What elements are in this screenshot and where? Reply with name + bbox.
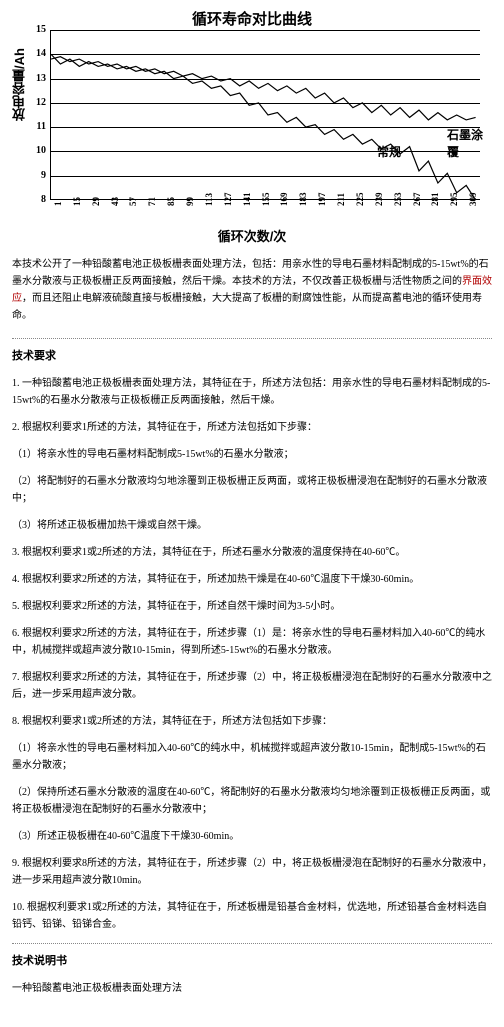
gridline <box>50 176 480 177</box>
requirement-item: 5. 根据权利要求2所述的方法，其特征在于，所述自然干燥时间为3-5小时。 <box>12 598 492 615</box>
chart-lines <box>51 30 481 200</box>
chart-plot-area <box>50 30 480 200</box>
requirement-item: 3. 根据权利要求1或2所述的方法，其特征在于，所述石墨水分散液的温度保持在40… <box>12 544 492 561</box>
requirement-item: （1）将亲水性的导电石墨材料加入40-60℃的纯水中，机械搅拌或超声波分散10-… <box>12 740 492 774</box>
requirement-item: （3）将所述正极板栅加热干燥或自然干燥。 <box>12 517 492 534</box>
requirement-item: 10. 根据权利要求1或2所述的方法，其特征在于，所述板栅是铅基合金材料，优选地… <box>12 899 492 933</box>
xtick: 99 <box>185 186 195 206</box>
gridline <box>50 127 480 128</box>
xtick: 141 <box>242 186 252 206</box>
xtick: 309 <box>468 186 478 206</box>
intro-post: ，而且还阻止电解液硫酸直接与板栅接触，大大提高了板栅的耐腐蚀性能，从而提高蓄电池… <box>12 293 482 321</box>
requirement-item: 8. 根据权利要求1或2所述的方法，其特征在于，所述方法包括如下步骤： <box>12 713 492 730</box>
gridline <box>50 103 480 104</box>
ytick: 12 <box>30 97 46 108</box>
series-label: 石墨涂覆 <box>447 126 492 160</box>
requirement-item: 4. 根据权利要求2所述的方法，其特征在于，所述加热干燥是在40-60℃温度下干… <box>12 571 492 588</box>
requirement-item: （2）保持所述石墨水分散液的温度在40-60℃，将配制好的石墨水分散液均匀地涂覆… <box>12 784 492 818</box>
requirement-item: 1. 一种铅酸蓄电池正极板栅表面处理方法，其特征在于，所述方法包括：用亲水性的导… <box>12 375 492 409</box>
series-label: 常规 <box>377 143 401 160</box>
requirement-item: 6. 根据权利要求2所述的方法，其特征在于，所述步骤（1）是：将亲水性的导电石墨… <box>12 625 492 659</box>
xtick: 295 <box>449 186 459 206</box>
intro-paragraph: 本技术公开了一种铅酸蓄电池正极板栅表面处理方法，包括：用亲水性的导电石墨材料配制… <box>12 256 492 324</box>
xtick: 155 <box>261 186 271 206</box>
xtick: 211 <box>336 186 346 206</box>
xtick: 183 <box>298 186 308 206</box>
ytick: 13 <box>30 73 46 84</box>
xtick: 267 <box>412 186 422 206</box>
series-line <box>51 57 476 120</box>
section-tech-spec: 技术说明书 <box>12 952 492 968</box>
xtick: 71 <box>147 186 157 206</box>
gridline <box>50 30 480 31</box>
requirement-item: （1）将亲水性的导电石墨材料配制成5-15wt%的石墨水分散液； <box>12 446 492 463</box>
cycle-life-chart: 循环寿命对比曲线 放电容量/Ah 循环次数/次 8910111213141511… <box>12 8 492 248</box>
chart-title: 循环寿命对比曲线 <box>12 8 492 29</box>
ytick: 9 <box>30 170 46 181</box>
ytick: 11 <box>30 121 46 132</box>
ytick: 15 <box>30 24 46 35</box>
gridline <box>50 54 480 55</box>
ytick: 10 <box>30 145 46 156</box>
gridline <box>50 79 480 80</box>
xtick: 127 <box>223 186 233 206</box>
requirement-item: （2）将配制好的石墨水分散液均匀地涂覆到正极板栅正反两面，或将正极板栅浸泡在配制… <box>12 473 492 507</box>
requirement-item: （3）所述正极板栅在40-60℃温度下干燥30-60min。 <box>12 828 492 845</box>
gridline <box>50 151 480 152</box>
divider <box>12 943 492 944</box>
requirements-list: 1. 一种铅酸蓄电池正极板栅表面处理方法，其特征在于，所述方法包括：用亲水性的导… <box>12 375 492 933</box>
xtick: 239 <box>374 186 384 206</box>
spec-subtitle: 一种铅酸蓄电池正极板栅表面处理方法 <box>12 980 492 997</box>
xtick: 15 <box>72 186 82 206</box>
chart-xlabel: 循环次数/次 <box>12 226 492 245</box>
chart-ylabel: 放电容量/Ah <box>10 48 29 121</box>
ytick: 14 <box>30 48 46 59</box>
xtick: 281 <box>430 186 440 206</box>
intro-pre: 本技术公开了一种铅酸蓄电池正极板栅表面处理方法，包括：用亲水性的导电石墨材料配制… <box>12 259 489 287</box>
xtick: 253 <box>393 186 403 206</box>
xtick: 29 <box>91 186 101 206</box>
xtick: 85 <box>166 186 176 206</box>
xtick: 197 <box>317 186 327 206</box>
xtick: 113 <box>204 186 214 206</box>
divider <box>12 338 492 339</box>
requirement-item: 9. 根据权利要求8所述的方法，其特征在于，所述步骤（2）中，将正极板栅浸泡在配… <box>12 855 492 889</box>
section-tech-req: 技术要求 <box>12 347 492 363</box>
xtick: 43 <box>110 186 120 206</box>
xtick: 57 <box>128 186 138 206</box>
requirement-item: 2. 根据权利要求1所述的方法，其特征在于，所述方法包括如下步骤： <box>12 419 492 436</box>
requirement-item: 7. 根据权利要求2所述的方法，其特征在于，所述步骤（2）中，将正极板栅浸泡在配… <box>12 669 492 703</box>
xtick: 169 <box>279 186 289 206</box>
ytick: 8 <box>30 194 46 205</box>
xtick: 1 <box>53 186 63 206</box>
xtick: 225 <box>355 186 365 206</box>
